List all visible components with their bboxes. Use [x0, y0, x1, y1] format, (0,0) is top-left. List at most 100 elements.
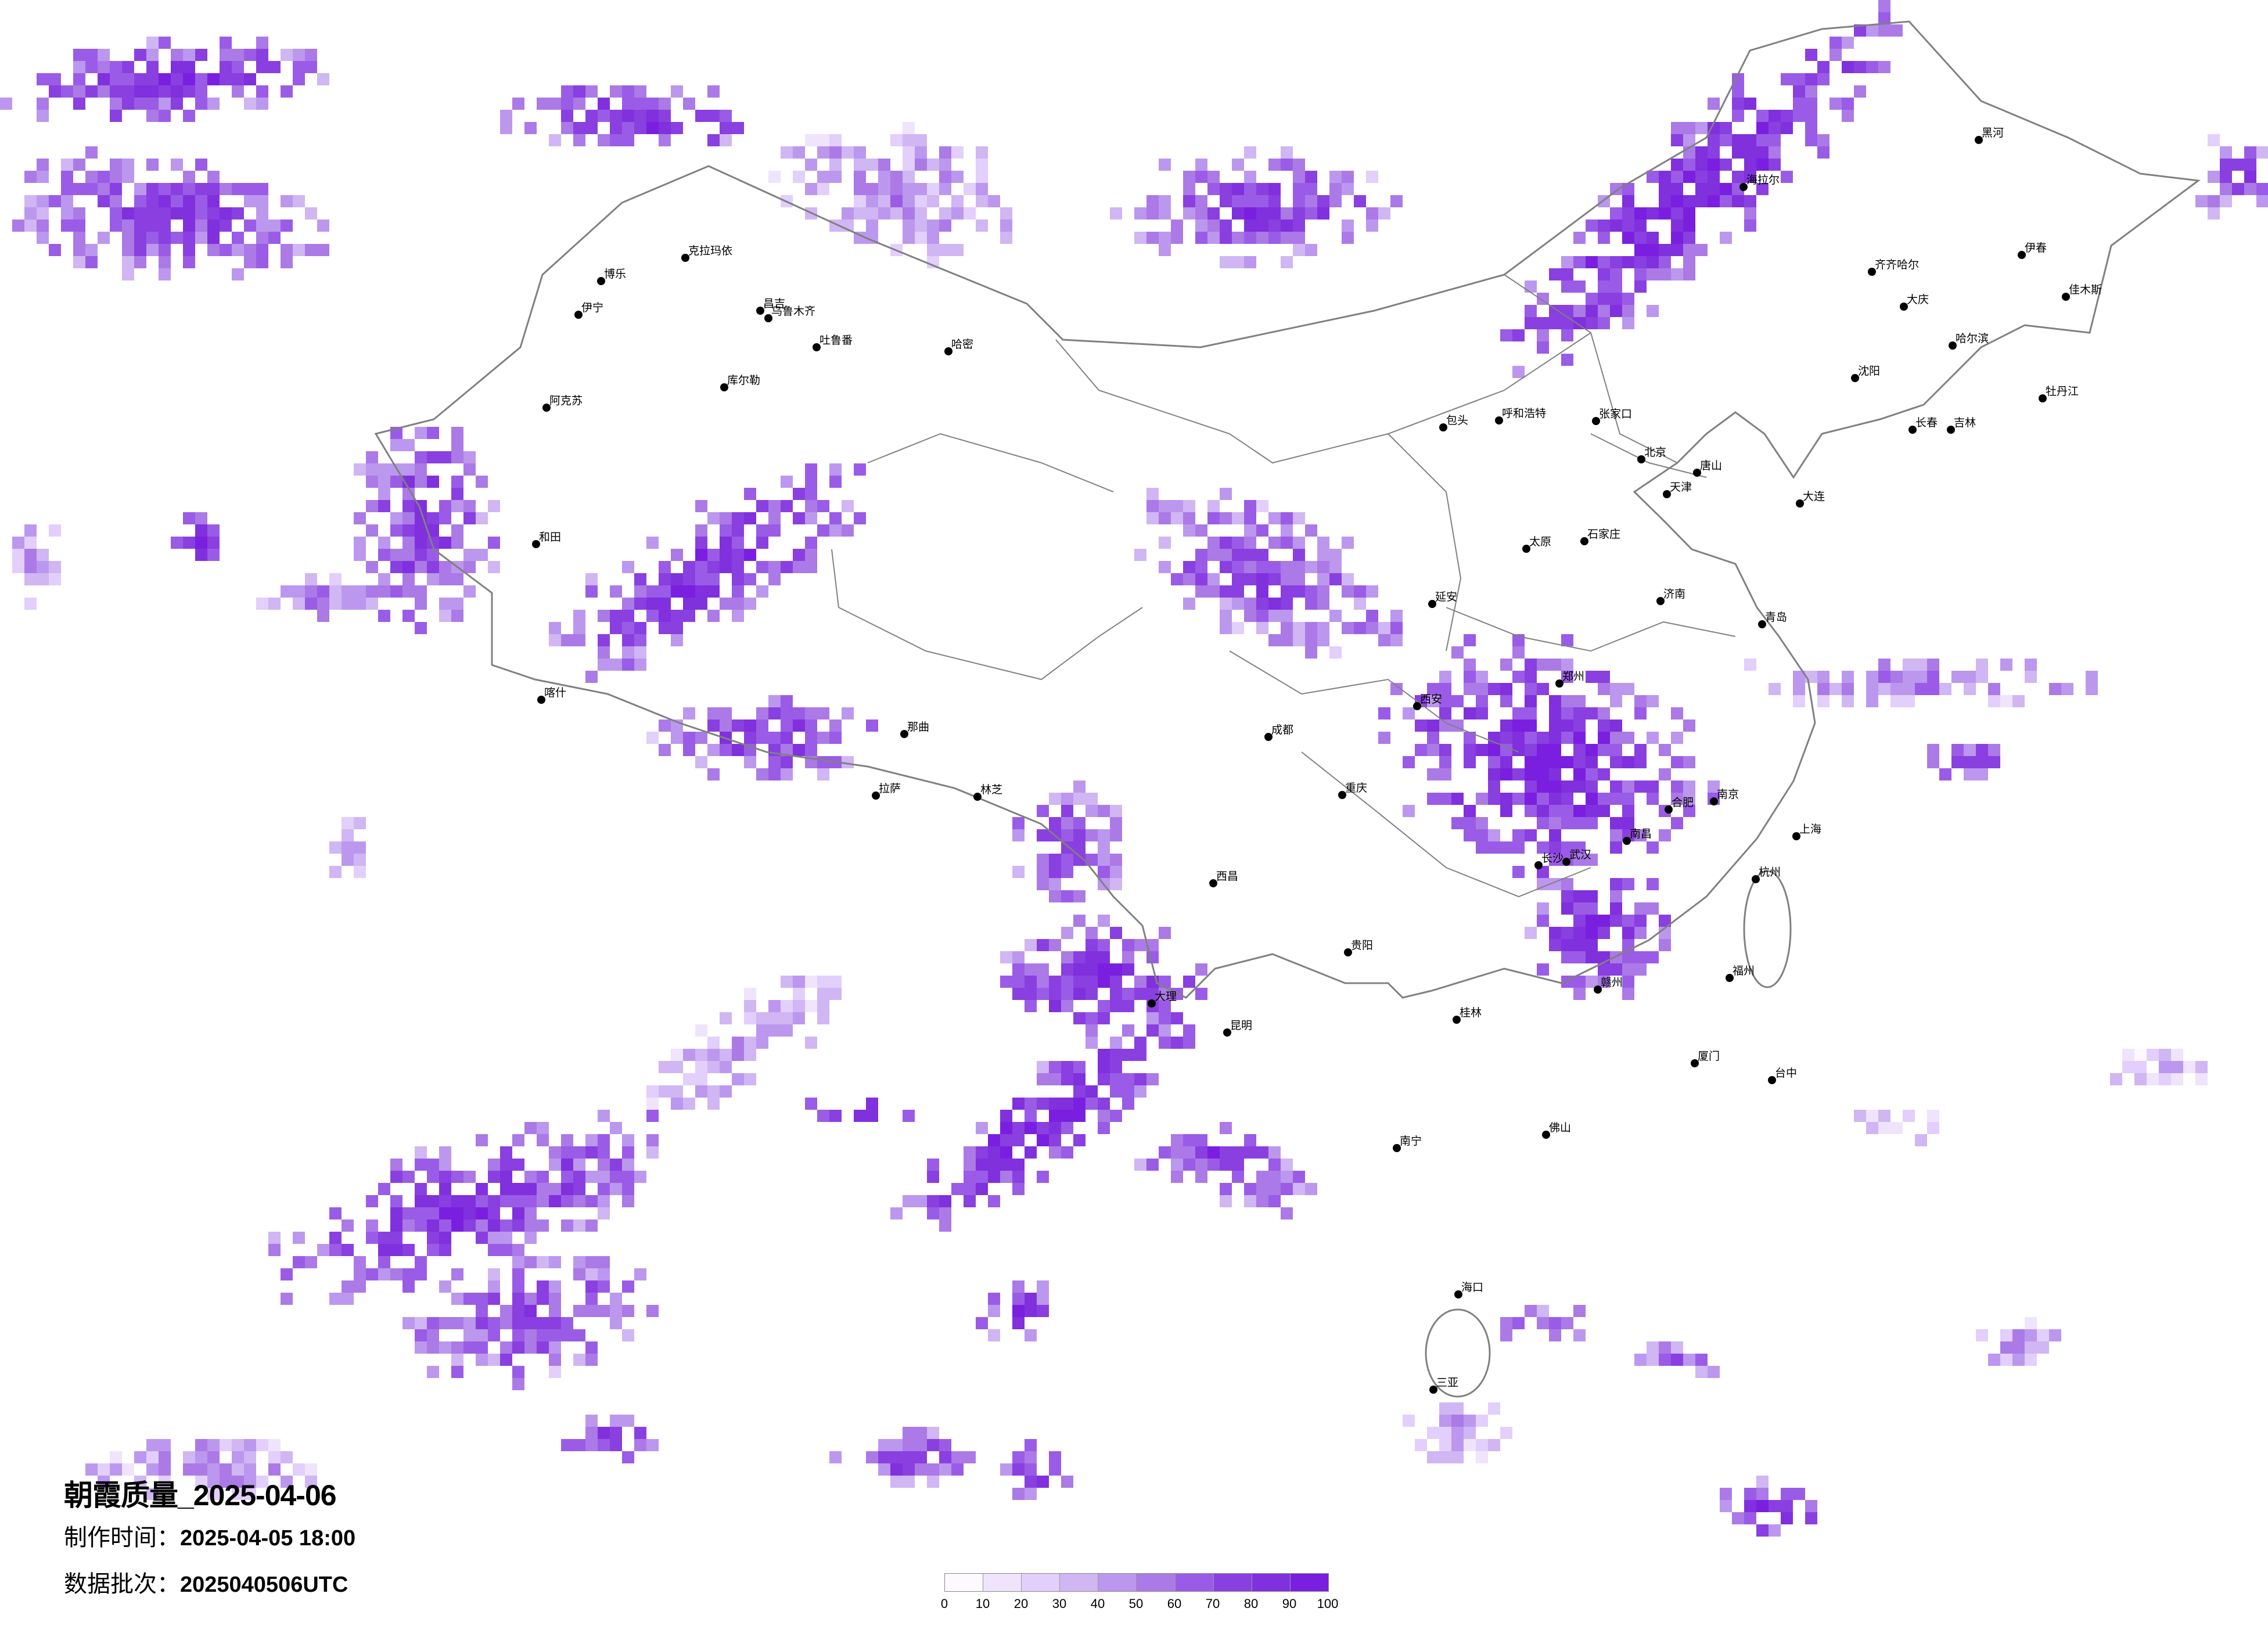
glow-cell	[1110, 1037, 1122, 1049]
glow-cell	[1293, 573, 1305, 585]
glow-cell	[964, 1183, 976, 1195]
glow-cell	[1012, 866, 1025, 878]
glow-cell	[1159, 512, 1171, 524]
glow-cell	[1061, 866, 1073, 878]
glow-cell	[817, 183, 829, 195]
glow-cell	[707, 85, 720, 98]
glow-cell	[1390, 622, 1403, 634]
glow-cell	[159, 220, 171, 232]
glow-cell	[1171, 1171, 1183, 1183]
glow-cell	[1610, 902, 1622, 915]
glow-cell	[1268, 610, 1281, 622]
city-label: 天津	[1670, 481, 1692, 494]
glow-cell	[1293, 183, 1305, 195]
glow-cell	[1525, 280, 1537, 293]
glow-cell	[549, 1366, 561, 1378]
glow-cell	[451, 524, 463, 537]
glow-cell	[1427, 744, 1439, 756]
glow-cell	[903, 1427, 915, 1439]
glow-cell	[1659, 829, 1671, 841]
glow-cell	[317, 585, 329, 598]
glow-cell	[1049, 1073, 1061, 1085]
glow-cell	[1073, 817, 1086, 829]
glow-cell	[85, 85, 98, 98]
glow-cell	[903, 1463, 915, 1476]
province-border	[1229, 650, 1519, 753]
glow-cell	[781, 768, 793, 780]
glow-cell	[1073, 829, 1086, 841]
glow-cell	[1720, 1488, 1732, 1500]
glow-cell	[1110, 1110, 1122, 1122]
glow-cell	[305, 1463, 317, 1476]
glow-cell	[342, 829, 354, 841]
glow-cell	[439, 500, 451, 512]
city-label: 上海	[1799, 823, 1821, 836]
glow-cell	[244, 195, 256, 207]
glow-cell	[1525, 768, 1537, 780]
glow-cell	[1561, 878, 1573, 890]
glow-cell	[1671, 195, 1683, 207]
glow-cell	[390, 439, 402, 451]
glow-cell	[720, 720, 732, 732]
glow-cell	[1171, 1012, 1183, 1024]
glow-cell	[1098, 866, 1110, 878]
glow-cell	[37, 195, 49, 207]
glow-cell	[1915, 671, 1927, 683]
glow-cell	[720, 1085, 732, 1098]
glow-cell	[1183, 573, 1195, 585]
glow-cell	[1195, 585, 1207, 598]
glow-cell	[1586, 220, 1598, 232]
glow-cell	[1659, 207, 1671, 220]
glow-cell	[1037, 988, 1049, 1000]
glow-cell	[1586, 768, 1598, 780]
glow-cell	[683, 1049, 695, 1061]
glow-cell	[1610, 720, 1622, 732]
glow-cell	[378, 463, 390, 476]
glow-cell	[720, 512, 732, 524]
glow-cell	[659, 134, 671, 146]
glow-cell	[1915, 683, 1927, 695]
city-label: 长春	[1915, 416, 1938, 429]
glow-cell	[37, 220, 49, 232]
glow-cell	[305, 61, 317, 73]
glow-cell	[1586, 890, 1598, 902]
glow-cell	[1610, 293, 1622, 305]
glow-cell	[2025, 1354, 2037, 1366]
glow-cell	[1098, 1110, 1110, 1122]
glow-cell	[939, 1463, 951, 1476]
glow-cell	[1634, 780, 1647, 793]
glow-cell	[561, 98, 573, 110]
glow-cell	[1671, 207, 1683, 220]
glow-cell	[305, 1476, 317, 1488]
glow-cell	[720, 524, 732, 537]
color-legend: 0 10 20 30 40 50 60 70 80 90 100	[941, 1573, 1338, 1614]
glow-cell	[2244, 171, 2256, 183]
glow-cell	[512, 1220, 524, 1232]
glow-cell	[110, 110, 122, 122]
glow-cell	[610, 134, 622, 146]
glow-cell	[1195, 1171, 1207, 1183]
glow-cell	[439, 1207, 451, 1220]
glow-cell	[134, 195, 146, 207]
glow-cell	[1500, 1427, 1512, 1439]
glow-cell	[1756, 146, 1769, 159]
glow-cell	[756, 768, 768, 780]
glow-cell	[1951, 744, 1964, 756]
glow-cell	[1232, 195, 1244, 207]
glow-cell	[1220, 537, 1232, 549]
glow-cell	[805, 463, 817, 476]
glow-cell	[378, 1183, 390, 1195]
glow-cell	[1720, 183, 1732, 195]
glow-cell	[1110, 1061, 1122, 1073]
glow-cell	[37, 98, 49, 110]
glow-cell	[439, 1341, 451, 1354]
country-borders	[374, 20, 2201, 1398]
glow-cell	[598, 1171, 610, 1183]
glow-cell	[598, 1427, 610, 1439]
glow-cell	[476, 1293, 488, 1305]
glow-cell	[1207, 537, 1220, 549]
glow-cell	[1683, 793, 1695, 805]
glow-cell	[1256, 610, 1268, 622]
glow-cell	[720, 1061, 732, 1073]
glow-cell	[659, 98, 671, 110]
